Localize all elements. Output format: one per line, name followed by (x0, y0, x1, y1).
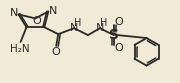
Text: O: O (114, 17, 123, 27)
Text: S: S (109, 28, 119, 42)
Text: N: N (96, 23, 104, 33)
Text: O: O (32, 16, 41, 26)
Text: N: N (9, 8, 18, 19)
Text: H: H (74, 18, 82, 28)
Text: O: O (114, 43, 123, 53)
Text: N: N (49, 6, 57, 16)
Text: H: H (100, 18, 108, 28)
Text: N: N (70, 23, 78, 33)
Text: O: O (51, 47, 60, 57)
Text: H₂N: H₂N (10, 44, 29, 54)
